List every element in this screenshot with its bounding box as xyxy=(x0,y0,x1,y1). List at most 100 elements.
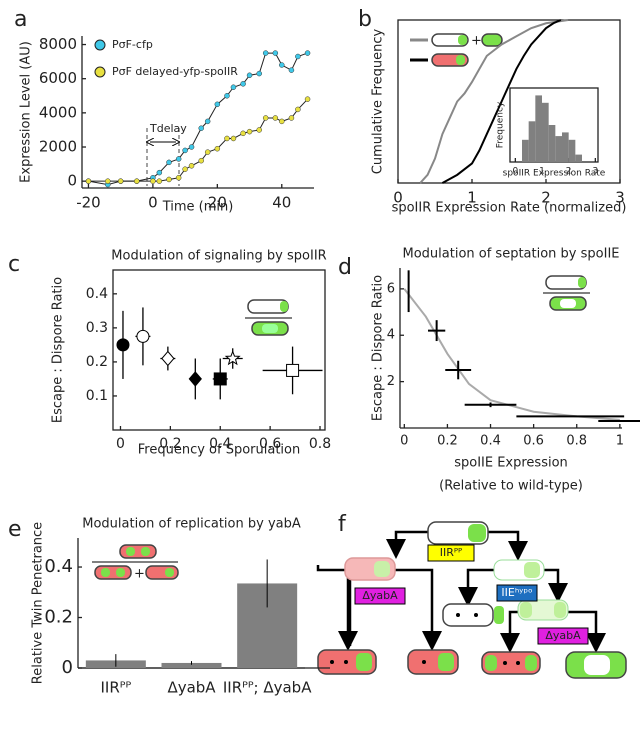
y-tick-label: 4 xyxy=(387,328,395,343)
plot-frame xyxy=(397,19,621,184)
x-tick-label: 0 xyxy=(400,434,408,449)
y-tick-label: 0.2 xyxy=(86,354,108,370)
data-point xyxy=(230,84,237,90)
y-axis-label: Expression Level (AU) xyxy=(19,41,34,183)
data-point xyxy=(262,50,269,56)
hist-bar xyxy=(562,132,569,162)
x-tick-label: IIRᴾᴾ; ΔyabA xyxy=(223,679,312,697)
y-tick-label: 4000 xyxy=(39,103,77,121)
data-point xyxy=(156,169,163,176)
x-tick-label: 0 xyxy=(512,167,518,177)
y-axis-label: Frequency xyxy=(496,101,506,148)
x-tick-label: -20 xyxy=(76,194,101,212)
data-point xyxy=(161,350,175,367)
cell-icons: + xyxy=(92,275,590,582)
data-point xyxy=(213,372,227,386)
panel-letter: a xyxy=(14,7,27,32)
y-axis-label: Escape : Dispore Ratio xyxy=(371,275,386,421)
x-tick-label: 0.8 xyxy=(309,436,331,452)
data-point xyxy=(198,125,204,131)
diagram-label: IIRᴾᴾ xyxy=(440,546,463,559)
x-tick-label: 0.4 xyxy=(480,434,501,449)
data-point xyxy=(204,118,211,125)
x-tick-label: 40 xyxy=(272,194,291,212)
legend-icons: + xyxy=(410,33,503,67)
svg-text:+: + xyxy=(471,34,482,49)
x-tick-label: 20 xyxy=(208,194,227,212)
panel-letter: c xyxy=(8,252,20,277)
legend-label: PσF delayed-yfp-spoIIR xyxy=(112,65,238,78)
x-axis-label: spoIIR Expression Rate xyxy=(503,169,606,179)
data-point xyxy=(214,145,221,152)
x-tick-label: 0.8 xyxy=(566,434,587,449)
data-point xyxy=(198,157,204,164)
data-point xyxy=(85,178,92,184)
data-point xyxy=(288,67,295,73)
data-point xyxy=(182,147,188,154)
y-tick-label: 8000 xyxy=(39,35,77,53)
series-line xyxy=(403,288,620,421)
y-tick-label: 6000 xyxy=(39,69,77,87)
legend-swatch xyxy=(94,66,106,78)
data-point xyxy=(136,329,150,343)
legend-swatch xyxy=(94,39,106,51)
y-tick-label: 0.1 xyxy=(86,388,108,404)
hist-bar xyxy=(535,95,542,162)
chart-title: Modulation of replication by yabA xyxy=(82,517,301,532)
x-axis-label: spoIIE Expression xyxy=(454,456,568,471)
data-point xyxy=(156,178,163,184)
data-point xyxy=(262,115,269,121)
data-point xyxy=(286,363,300,377)
series-line xyxy=(88,98,308,182)
panel-letter: d xyxy=(338,255,352,280)
x-tick-label: 0.6 xyxy=(523,434,544,449)
data-point xyxy=(105,178,111,184)
svg-text:+: + xyxy=(134,567,145,582)
x-axis-note: (Relative to wild-type) xyxy=(439,479,583,494)
x-tick-label: 1 xyxy=(616,434,624,449)
data-point xyxy=(188,144,195,150)
data-point xyxy=(182,166,188,172)
data-point xyxy=(224,350,241,366)
x-tick-label: 0.2 xyxy=(437,434,458,449)
hist-bar xyxy=(555,136,562,162)
data-point xyxy=(295,106,301,113)
x-tick-label: 0.2 xyxy=(159,436,181,452)
hist-bar xyxy=(522,139,529,162)
panel-letter: b xyxy=(358,7,372,32)
y-tick-label: 6 xyxy=(387,281,395,296)
x-tick-label: 3 xyxy=(615,189,625,207)
series-line xyxy=(419,19,569,184)
series-line xyxy=(441,19,562,184)
data-point xyxy=(279,118,285,125)
data-point xyxy=(134,178,140,184)
data-point xyxy=(246,128,253,135)
data-point xyxy=(224,93,230,99)
y-tick-label: 0.2 xyxy=(44,607,73,628)
legend-label: PσF-cfp xyxy=(112,38,153,51)
x-tick-label: 1 xyxy=(539,167,545,177)
y-axis-label: Relative Twin Penetrance xyxy=(31,522,46,684)
y-tick-label: 0.3 xyxy=(86,320,108,336)
data-point xyxy=(214,101,221,108)
panel-letter: e xyxy=(8,517,22,542)
data-point xyxy=(288,115,295,121)
diagram-label: ΔyabA xyxy=(545,629,581,642)
x-tick-label: 2 xyxy=(566,167,572,177)
y-tick-label: 2 xyxy=(387,374,395,389)
x-tick-label: 0.6 xyxy=(259,436,281,452)
hist-bar xyxy=(542,102,549,162)
x-tick-label: 0 xyxy=(393,189,403,207)
data-point xyxy=(240,81,246,87)
x-tick-label: 3 xyxy=(592,167,598,177)
data-point xyxy=(150,178,156,184)
x-tick-label: IIRᴾᴾ xyxy=(100,679,131,697)
data-point xyxy=(240,130,246,137)
chart-title: Modulation of septation by spoIIE xyxy=(403,247,620,262)
y-axis-label: Cumulative Frequency xyxy=(371,28,386,174)
y-tick-label: 2000 xyxy=(39,138,77,156)
data-point xyxy=(188,371,202,387)
y-tick-label: 0.4 xyxy=(44,556,73,577)
x-tick-label: 0 xyxy=(116,436,125,452)
hist-bar xyxy=(528,121,536,162)
